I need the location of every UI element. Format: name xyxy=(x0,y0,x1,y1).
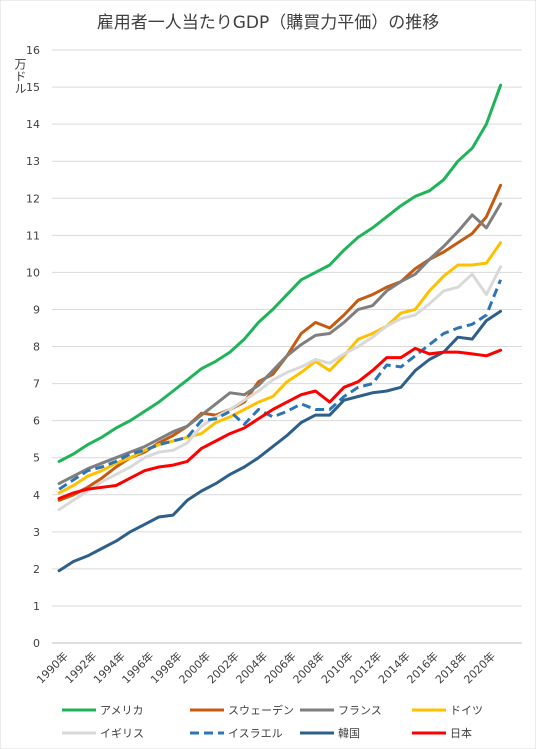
series-line-イギリス xyxy=(57,265,503,512)
legend-label: フランス xyxy=(338,704,382,717)
series-line-ドイツ xyxy=(57,241,503,495)
y-tick-label: 6 xyxy=(33,415,40,428)
series-line-フランス xyxy=(57,202,503,486)
y-axis-unit-label: 万ドル xyxy=(13,58,27,94)
y-tick-label: 12 xyxy=(26,192,40,205)
y-tick-label: 1 xyxy=(33,600,40,613)
y-tick-label: 14 xyxy=(26,118,40,131)
legend-label: アメリカ xyxy=(100,704,143,717)
series-line-アメリカ xyxy=(57,83,503,463)
y-tick-label: 5 xyxy=(33,452,40,465)
chart-title: 雇用者一人当たりGDP（購買力平価）の推移 xyxy=(97,13,440,33)
y-tick-label: 4 xyxy=(33,489,40,502)
series-line-イスラエル xyxy=(58,279,502,491)
y-tick-label: 2 xyxy=(33,563,40,576)
series-layer xyxy=(57,83,503,573)
legend-label: ドイツ xyxy=(450,704,483,717)
legend-label: イギリス xyxy=(100,727,144,740)
grid-layer xyxy=(52,49,522,644)
y-tick-label: 7 xyxy=(33,378,40,391)
y-tick-label: 9 xyxy=(33,303,40,316)
legend-label: スウェーデン xyxy=(228,703,294,717)
y-tick-label: 16 xyxy=(26,44,40,57)
legend-label: 韓国 xyxy=(338,727,360,740)
legend-label: 日本 xyxy=(450,726,472,740)
series-line-韓国 xyxy=(57,309,503,573)
series-line-日本 xyxy=(57,346,503,500)
y-tick-label: 8 xyxy=(33,341,40,354)
legend-label: イスラエル xyxy=(228,727,283,740)
y-tick-label: 0 xyxy=(33,637,40,650)
y-tick-label: 3 xyxy=(33,526,40,539)
y-tick-label: 10 xyxy=(26,266,40,279)
y-tick-label: 15 xyxy=(26,81,40,94)
y-tick-label: 11 xyxy=(26,229,40,242)
y-tick-label: 13 xyxy=(26,155,40,168)
